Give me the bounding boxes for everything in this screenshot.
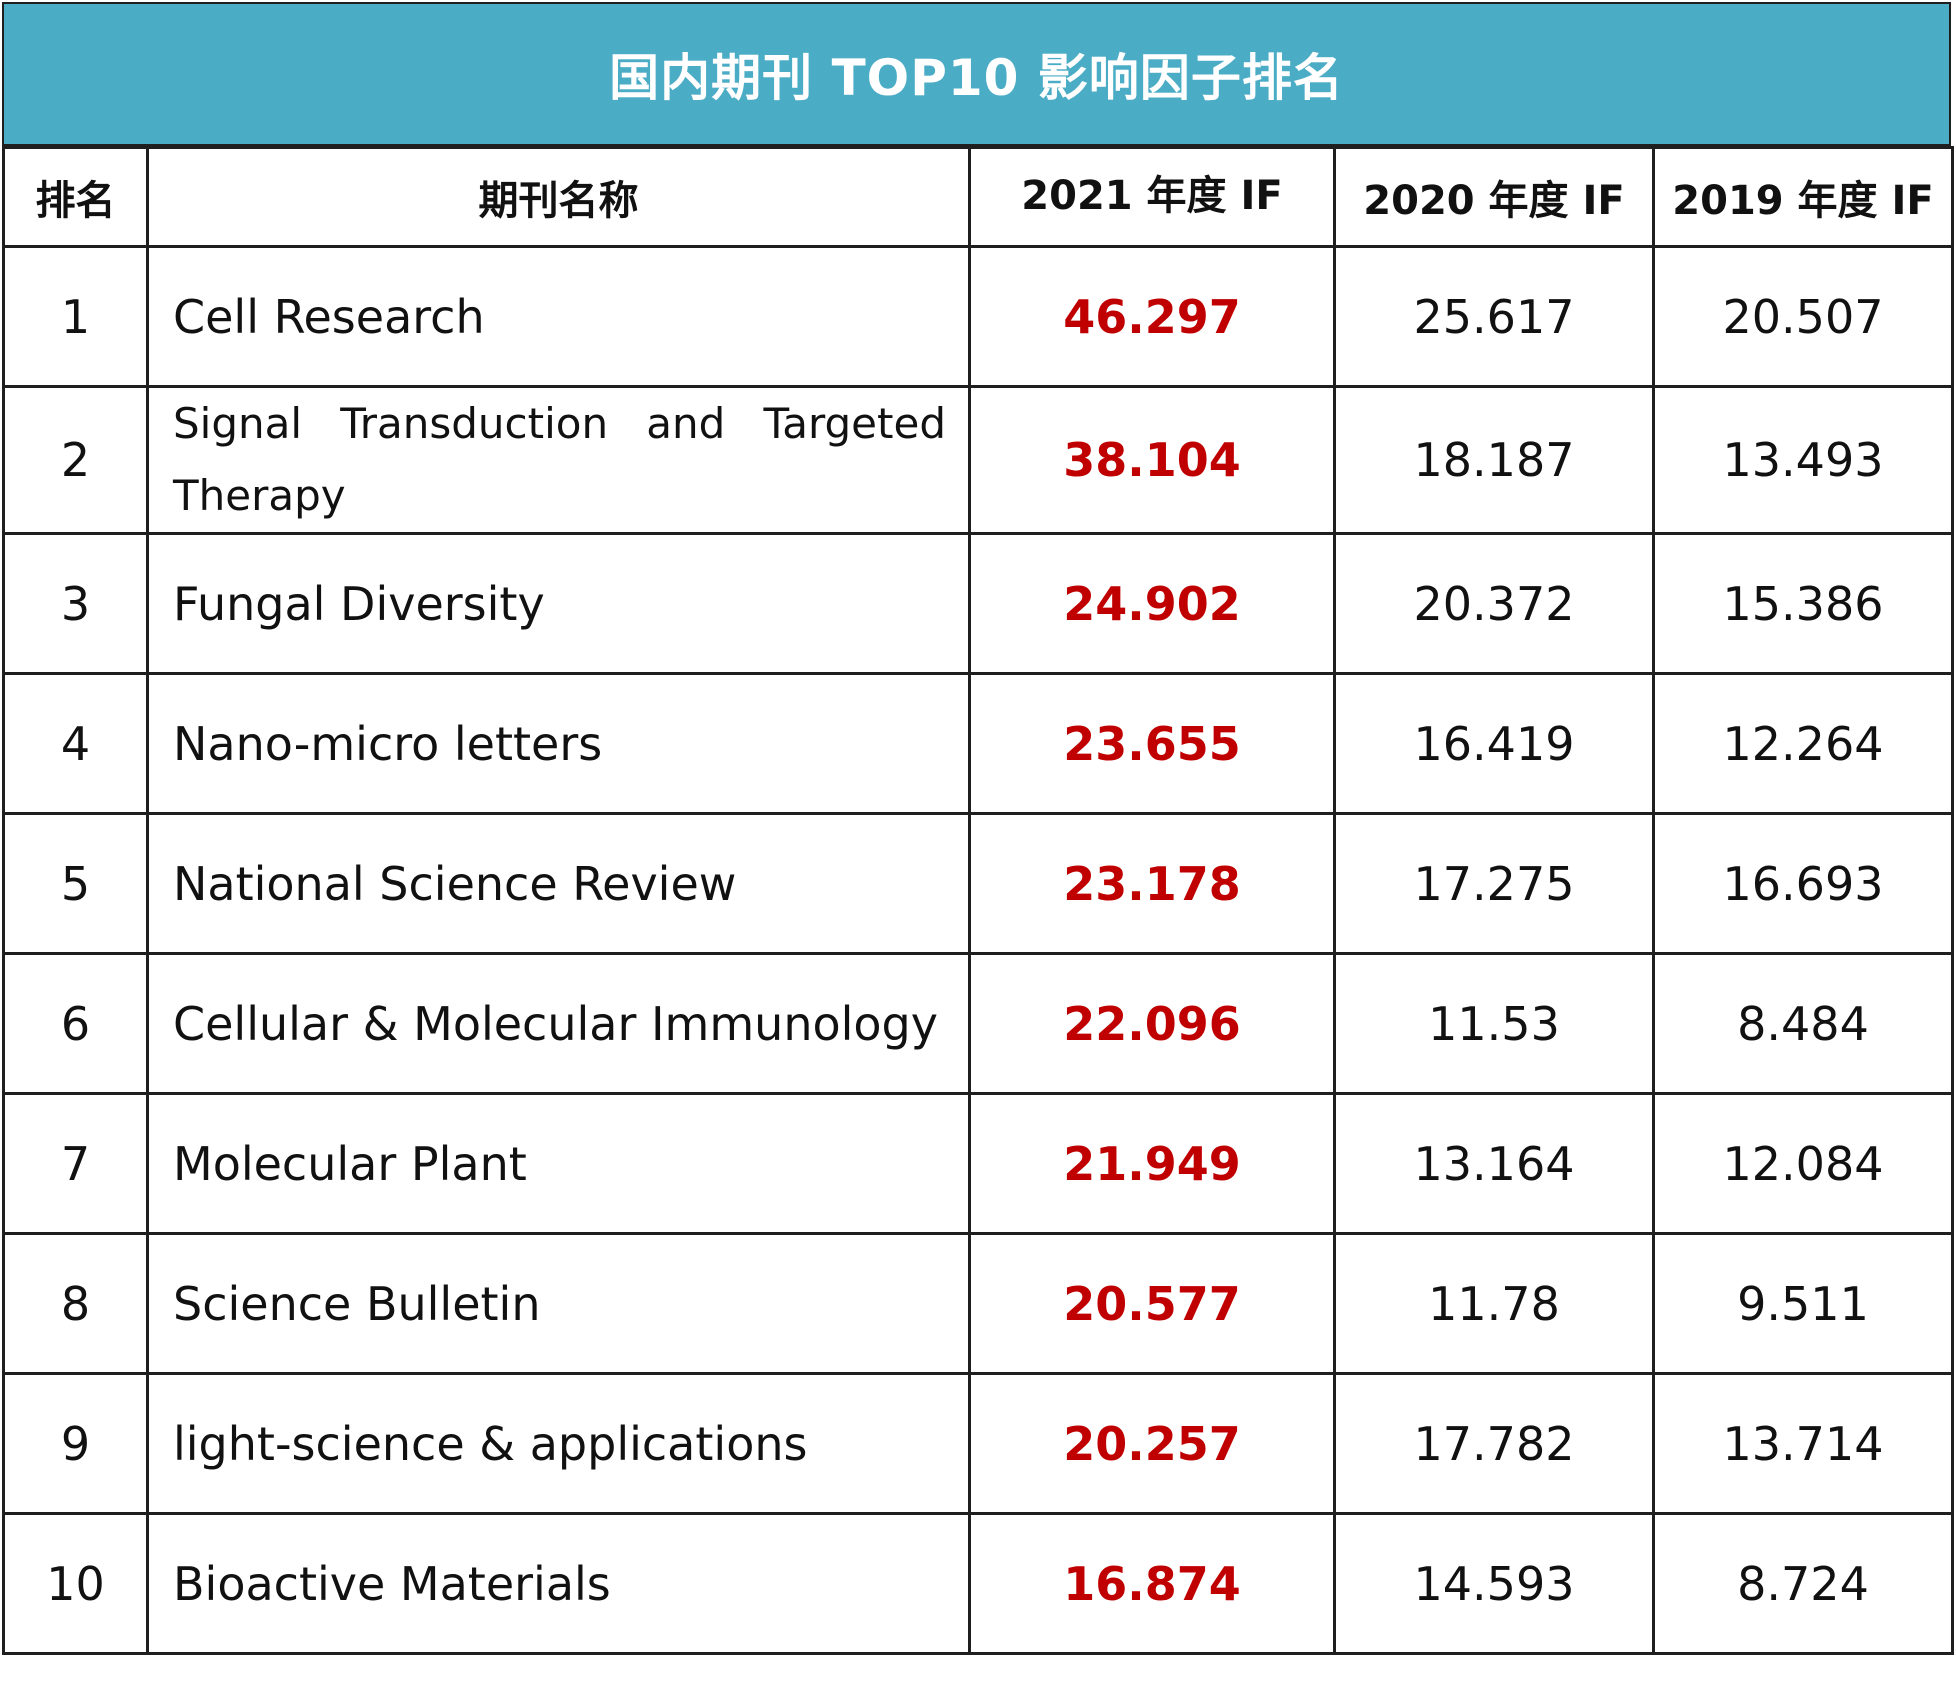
if-2020-cell: 20.372 bbox=[1333, 532, 1655, 675]
table-row: 3 Fungal Diversity 24.902 20.372 15.386 bbox=[2, 532, 1954, 675]
if-2020-cell: 13.164 bbox=[1333, 1092, 1655, 1235]
rank-cell: 1 bbox=[2, 245, 149, 388]
journal-name-cell: light-science & applications bbox=[146, 1372, 971, 1515]
if-2021-cell: 16.874 bbox=[968, 1512, 1336, 1655]
header-journal-name: 期刊名称 bbox=[146, 146, 971, 248]
table-row: 9 light-science & applications 20.257 17… bbox=[2, 1372, 1954, 1515]
rank-cell: 4 bbox=[2, 672, 149, 815]
if-2021-cell: 23.178 bbox=[968, 812, 1336, 955]
if-2020-cell: 17.782 bbox=[1333, 1372, 1655, 1515]
if-2019-cell: 8.724 bbox=[1652, 1512, 1954, 1655]
if-2019-cell: 20.507 bbox=[1652, 245, 1954, 388]
table-row: 5 National Science Review 23.178 17.275 … bbox=[2, 812, 1954, 955]
if-2020-cell: 11.53 bbox=[1333, 952, 1655, 1095]
table-row: 1 Cell Research 46.297 25.617 20.507 bbox=[2, 245, 1954, 388]
table-row: 7 Molecular Plant 21.949 13.164 12.084 bbox=[2, 1092, 1954, 1235]
if-2021-cell: 46.297 bbox=[968, 245, 1336, 388]
if-2020-cell: 25.617 bbox=[1333, 245, 1655, 388]
rank-cell: 9 bbox=[2, 1372, 149, 1515]
rank-cell: 8 bbox=[2, 1232, 149, 1375]
rank-cell: 6 bbox=[2, 952, 149, 1095]
if-2020-cell: 11.78 bbox=[1333, 1232, 1655, 1375]
header-rank: 排名 bbox=[2, 146, 149, 248]
rank-cell: 5 bbox=[2, 812, 149, 955]
journal-name-cell: Signal Transduction and Targeted Therapy bbox=[146, 385, 971, 535]
header-if-2021: 2021 年度 IF bbox=[968, 146, 1336, 248]
header-row: 排名 期刊名称 2021 年度 IF 2020 年度 IF 2019 年度 IF bbox=[2, 146, 1954, 248]
rank-cell: 7 bbox=[2, 1092, 149, 1235]
table-title: 国内期刊 TOP10 影响因子排名 bbox=[2, 2, 1951, 146]
table-row: 6 Cellular & Molecular Immunology 22.096… bbox=[2, 952, 1954, 1095]
impact-factor-table: 排名 期刊名称 2021 年度 IF 2020 年度 IF 2019 年度 IF… bbox=[2, 146, 1954, 1655]
if-2020-cell: 17.275 bbox=[1333, 812, 1655, 955]
table-row: 2 Signal Transduction and Targeted Thera… bbox=[2, 385, 1954, 535]
journal-name-cell: Nano-micro letters bbox=[146, 672, 971, 815]
if-2021-cell: 24.902 bbox=[968, 532, 1336, 675]
if-2019-cell: 9.511 bbox=[1652, 1232, 1954, 1375]
if-2021-cell: 20.577 bbox=[968, 1232, 1336, 1375]
journal-name-cell: Cellular & Molecular Immunology bbox=[146, 952, 971, 1095]
if-2019-cell: 13.714 bbox=[1652, 1372, 1954, 1515]
rank-cell: 10 bbox=[2, 1512, 149, 1655]
if-2021-cell: 22.096 bbox=[968, 952, 1336, 1095]
if-2020-cell: 16.419 bbox=[1333, 672, 1655, 815]
if-2019-cell: 15.386 bbox=[1652, 532, 1954, 675]
if-2019-cell: 8.484 bbox=[1652, 952, 1954, 1095]
if-2019-cell: 16.693 bbox=[1652, 812, 1954, 955]
header-if-2019: 2019 年度 IF bbox=[1652, 146, 1954, 248]
if-2019-cell: 13.493 bbox=[1652, 385, 1954, 535]
if-2021-cell: 38.104 bbox=[968, 385, 1336, 535]
if-2020-cell: 14.593 bbox=[1333, 1512, 1655, 1655]
journal-name-cell: Science Bulletin bbox=[146, 1232, 971, 1375]
header-if-2020: 2020 年度 IF bbox=[1333, 146, 1655, 248]
if-2021-cell: 21.949 bbox=[968, 1092, 1336, 1235]
journal-name-cell: Cell Research bbox=[146, 245, 971, 388]
table-row: 8 Science Bulletin 20.577 11.78 9.511 bbox=[2, 1232, 1954, 1375]
if-2021-cell: 23.655 bbox=[968, 672, 1336, 815]
if-2020-cell: 18.187 bbox=[1333, 385, 1655, 535]
if-2019-cell: 12.084 bbox=[1652, 1092, 1954, 1235]
rank-cell: 3 bbox=[2, 532, 149, 675]
if-2021-cell: 20.257 bbox=[968, 1372, 1336, 1515]
journal-name-cell: Molecular Plant bbox=[146, 1092, 971, 1235]
journal-name-cell: Fungal Diversity bbox=[146, 532, 971, 675]
table-row: 4 Nano-micro letters 23.655 16.419 12.26… bbox=[2, 672, 1954, 815]
rank-cell: 2 bbox=[2, 385, 149, 535]
journal-name-cell: National Science Review bbox=[146, 812, 971, 955]
table-row: 10 Bioactive Materials 16.874 14.593 8.7… bbox=[2, 1512, 1954, 1655]
journal-name-cell: Bioactive Materials bbox=[146, 1512, 971, 1655]
if-2019-cell: 12.264 bbox=[1652, 672, 1954, 815]
